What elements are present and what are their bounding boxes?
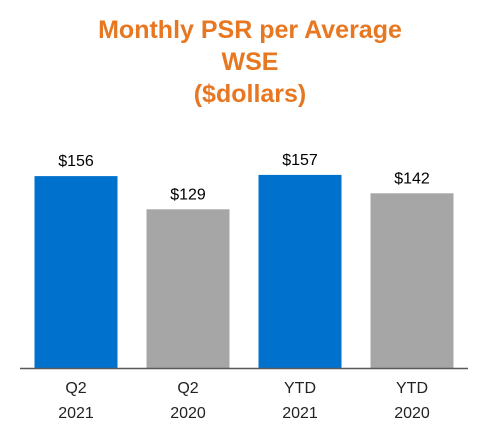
bar-2 (258, 174, 342, 368)
chart-title-line-2: WSE (221, 48, 279, 76)
bar-0 (34, 176, 118, 368)
chart-title: Monthly PSR per Average WSE ($dollars) (0, 14, 500, 110)
x-tick-label-1-0: Q2 (177, 380, 198, 397)
x-tick-label-3-0: YTD (396, 380, 428, 397)
bar-3 (370, 193, 454, 368)
x-tick-label-2-1: 2021 (282, 405, 318, 422)
bar-value-label-0: $156 (58, 153, 94, 170)
bar-value-label-1: $129 (170, 186, 206, 203)
x-tick-label-3-1: 2020 (394, 405, 430, 422)
bar-1 (146, 209, 230, 368)
chart-title-line-1: Monthly PSR per Average (98, 16, 402, 44)
bar-value-label-3: $142 (394, 170, 430, 187)
bar-value-label-2: $157 (282, 152, 318, 169)
x-tick-label-0-0: Q2 (65, 380, 86, 397)
x-tick-label-2-0: YTD (284, 380, 316, 397)
x-tick-label-1-1: 2020 (170, 405, 206, 422)
chart-title-line-3: ($dollars) (193, 80, 307, 108)
x-tick-label-0-1: 2021 (58, 405, 94, 422)
